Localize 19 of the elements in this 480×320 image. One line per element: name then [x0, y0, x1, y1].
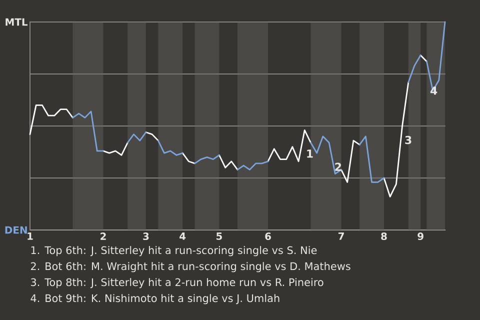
x-tick-label: 9 — [418, 232, 424, 240]
text: MTL — [6, 18, 28, 26]
x-tick-label: 5 — [216, 232, 222, 240]
x-tick-label: 1 — [28, 232, 33, 240]
text: 3. Top 8th: J. Sitterley hit a 2-run home run vs R. Pineiro — [30, 278, 324, 288]
x-tick-label: 8 — [381, 232, 387, 240]
annotation: 2 — [335, 162, 342, 171]
x-tick-label: 6 — [265, 232, 271, 240]
annotation: 1 — [307, 150, 313, 158]
annotation: 3 — [405, 136, 412, 144]
text: 2. Bot 6th: M. Wraight hit a run-scoring single vs D. Mathews — [30, 262, 350, 272]
x-tick-label: 2 — [100, 232, 106, 240]
text: 4. Bot 9th: K. Nishimoto hit a single vs J. Umlah — [30, 294, 280, 304]
x-tick-label: 3 — [143, 232, 149, 240]
text: 1. Top 6th: J. Sitterley hit a run-scoring single vs S. Nie — [31, 246, 317, 256]
x-tick-label: 7 — [338, 232, 344, 240]
text: DEN — [5, 226, 27, 234]
annotation: 4 — [430, 86, 438, 95]
x-tick-label: 4 — [180, 232, 186, 240]
